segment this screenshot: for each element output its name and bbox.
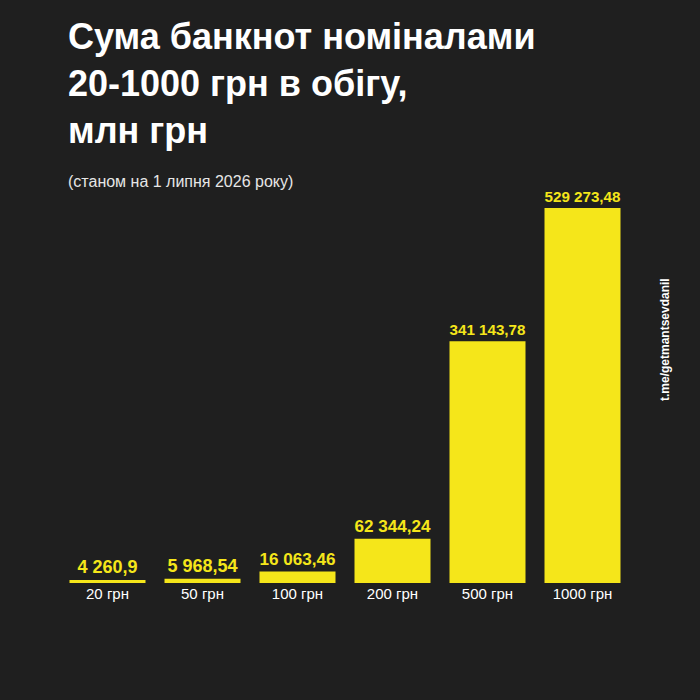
- svg-text:16 063,46: 16 063,46: [260, 550, 336, 569]
- svg-text:4 260,9: 4 260,9: [77, 557, 137, 577]
- svg-text:200 грн: 200 грн: [367, 585, 418, 602]
- svg-text:529 273,48: 529 273,48: [545, 188, 621, 205]
- svg-text:1000 грн: 1000 грн: [553, 585, 613, 602]
- svg-text:Сума банкнот номіналами20-1000: Сума банкнот номіналами20-1000 грн в обі…: [68, 16, 536, 151]
- svg-text:t.me/getmantsevdanil: t.me/getmantsevdanil: [658, 278, 672, 401]
- svg-text:500 грн: 500 грн: [462, 585, 513, 602]
- svg-text:100 грн: 100 грн: [272, 585, 323, 602]
- svg-text:5 968,54: 5 968,54: [167, 556, 237, 576]
- svg-text:50 грн: 50 грн: [181, 585, 224, 602]
- svg-text:62 344,24: 62 344,24: [355, 517, 431, 536]
- svg-text:(станом на 1 липня 2026 року): (станом на 1 липня 2026 року): [68, 173, 293, 190]
- svg-text:341 143,78: 341 143,78: [450, 321, 526, 338]
- svg-text:20 грн: 20 грн: [86, 585, 129, 602]
